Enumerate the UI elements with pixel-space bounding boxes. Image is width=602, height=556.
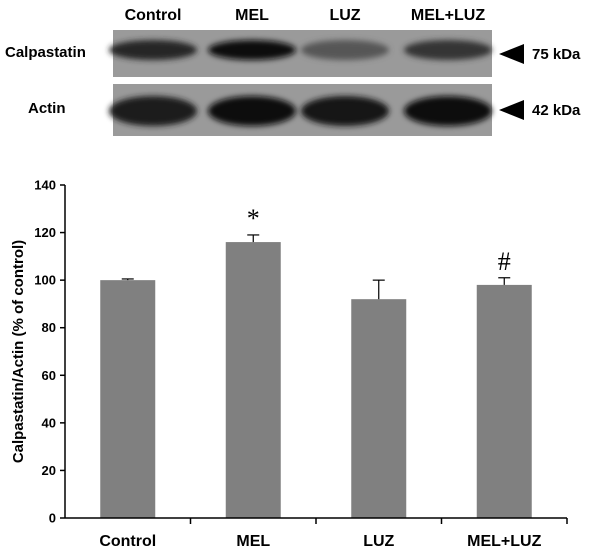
lane-label-luz: LUZ <box>329 7 360 24</box>
arrow-icon <box>499 100 524 120</box>
x-category-label: LUZ <box>363 533 394 550</box>
y-tick-label: 20 <box>42 463 56 478</box>
y-tick-label: 40 <box>42 415 56 430</box>
significance-marker: * <box>247 204 260 233</box>
blot-band-calpastatin-4 <box>404 40 492 60</box>
y-tick-label: 0 <box>49 511 56 526</box>
bar-mel-luz <box>476 284 532 518</box>
y-tick-label: 140 <box>34 178 56 193</box>
lane-label-mel-luz: MEL+LUZ <box>411 7 485 24</box>
y-tick-label: 120 <box>34 225 56 240</box>
marker-label-75kda: 75 kDa <box>532 46 581 63</box>
bar-control <box>100 280 156 518</box>
lane-label-mel: MEL <box>235 7 269 24</box>
marker-label-42kda: 42 kDa <box>532 102 581 119</box>
x-category-label: Control <box>99 533 156 550</box>
significance-annotations: *# <box>247 204 511 276</box>
blot-band-calpastatin-3 <box>301 40 389 60</box>
blot-band-calpastatin-2 <box>208 40 296 60</box>
y-tick-label: 100 <box>34 273 56 288</box>
blot-bands-actin <box>109 96 492 126</box>
y-axis-label: Calpastatin/Actin (% of control) <box>10 240 27 463</box>
significance-marker: # <box>498 247 511 276</box>
blot-band-actin-4 <box>404 96 492 126</box>
y-tick-label: 80 <box>42 320 56 335</box>
y-axis-ticks: 0 20 40 60 80 100 120 140 <box>34 178 65 526</box>
arrow-icon <box>499 44 524 64</box>
blot-bands-calpastatin <box>109 40 492 60</box>
bars <box>100 242 532 519</box>
blot-band-actin-2 <box>208 96 296 126</box>
x-category-label: MEL+LUZ <box>467 533 541 550</box>
western-blot: Control MEL LUZ MEL+LUZ Calpastatin 75 k… <box>5 7 581 136</box>
blot-row-label-actin: Actin <box>28 100 66 117</box>
lane-label-control: Control <box>125 7 182 24</box>
blot-row-label-calpastatin: Calpastatin <box>5 44 86 61</box>
error-bars <box>121 234 511 300</box>
blot-band-calpastatin-1 <box>109 40 197 60</box>
y-tick-label: 60 <box>42 368 56 383</box>
x-axis-categories: Control MEL LUZ MEL+LUZ <box>99 518 568 550</box>
x-category-label: MEL <box>236 533 270 550</box>
bar-mel <box>225 242 281 519</box>
blot-band-actin-1 <box>109 96 197 126</box>
blot-band-actin-3 <box>301 96 389 126</box>
bar-luz <box>351 299 407 518</box>
